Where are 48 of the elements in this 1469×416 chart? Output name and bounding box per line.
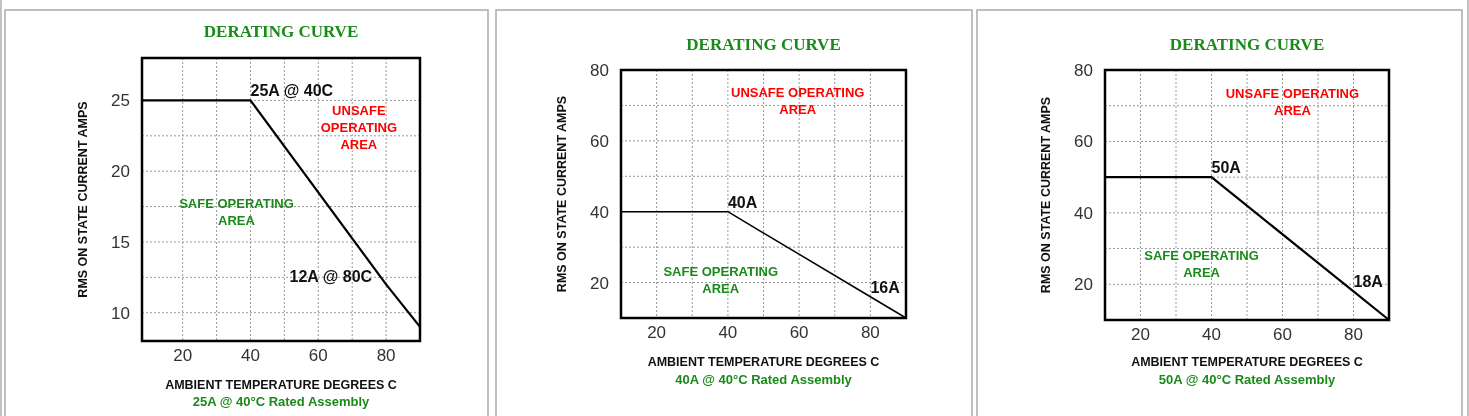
annotation: UNSAFE OPERATING AREA — [320, 102, 397, 152]
y-tick-label: 80 — [590, 61, 609, 80]
y-tick-label: 40 — [590, 202, 609, 222]
annotation: SAFE OPERATING AREA — [663, 263, 779, 296]
annotation: SAFE OPERATING AREA — [1144, 248, 1259, 280]
x-axis-title: AMBIENT TEMPERATURE DEGREES C — [647, 355, 880, 369]
y-tick-label: 15 — [111, 232, 130, 252]
y-tick-label: 20 — [590, 273, 609, 293]
x-tick-label: 60 — [308, 346, 328, 365]
x-tick-label: 80 — [376, 346, 396, 365]
y-tick-label: 40 — [1074, 203, 1093, 223]
text: 50A @ 40°C Rated Assembly — [1158, 372, 1337, 387]
chart-title: DERATING CURVE — [1169, 35, 1325, 54]
y-tick-label: 60 — [590, 131, 609, 151]
data-label: 25A @ 40C — [250, 82, 334, 100]
x-tick-label: 40 — [241, 346, 260, 365]
x-tick-label: 20 — [1131, 325, 1150, 344]
data-label: 12A @ 80C — [289, 268, 373, 286]
x-axis-title: AMBIENT TEMPERATURE DEGREES C — [1131, 355, 1363, 369]
annotation: UNSAFE OPERATING AREA — [731, 85, 865, 118]
y-axis-title: RMS ON STATE CURRENT AMPS — [76, 101, 90, 298]
y-axis-title: RMS ON STATE CURRENT AMPS — [555, 95, 569, 293]
data-label: 18A — [1353, 273, 1384, 291]
chart-title: DERATING CURVE — [203, 22, 359, 41]
x-tick-label: 60 — [1273, 325, 1292, 344]
x-tick-label: 20 — [647, 323, 667, 342]
x-axis-title: AMBIENT TEMPERATURE DEGREES C — [165, 378, 397, 392]
text: 40A @ 40°C Rated Assembly — [675, 372, 853, 387]
data-label: 40A — [727, 193, 758, 211]
x-tick-label: 80 — [860, 323, 880, 342]
x-tick-label: 20 — [173, 346, 193, 365]
x-tick-label: 60 — [789, 323, 809, 342]
y-tick-label: 60 — [1074, 132, 1093, 152]
data-label: 50A — [1211, 159, 1242, 177]
y-tick-label: 25 — [111, 91, 130, 111]
annotation: SAFE OPERATING AREA — [179, 195, 294, 228]
x-tick-label: 80 — [1344, 325, 1363, 344]
y-tick-label: 20 — [111, 162, 130, 182]
annotation: UNSAFE OPERATING AREA — [1225, 85, 1360, 118]
y-tick-label: 20 — [1074, 275, 1093, 295]
x-tick-label: 40 — [718, 323, 738, 342]
y-tick-label: 80 — [1074, 61, 1093, 80]
data-label: 16A — [870, 278, 901, 296]
chart-title: DERATING CURVE — [686, 35, 841, 54]
y-tick-label: 10 — [111, 303, 130, 323]
text: 25A @ 40°C Rated Assembly — [192, 394, 371, 409]
y-axis-title: RMS ON STATE CURRENT AMPS — [1039, 96, 1053, 294]
x-tick-label: 40 — [1202, 325, 1221, 344]
